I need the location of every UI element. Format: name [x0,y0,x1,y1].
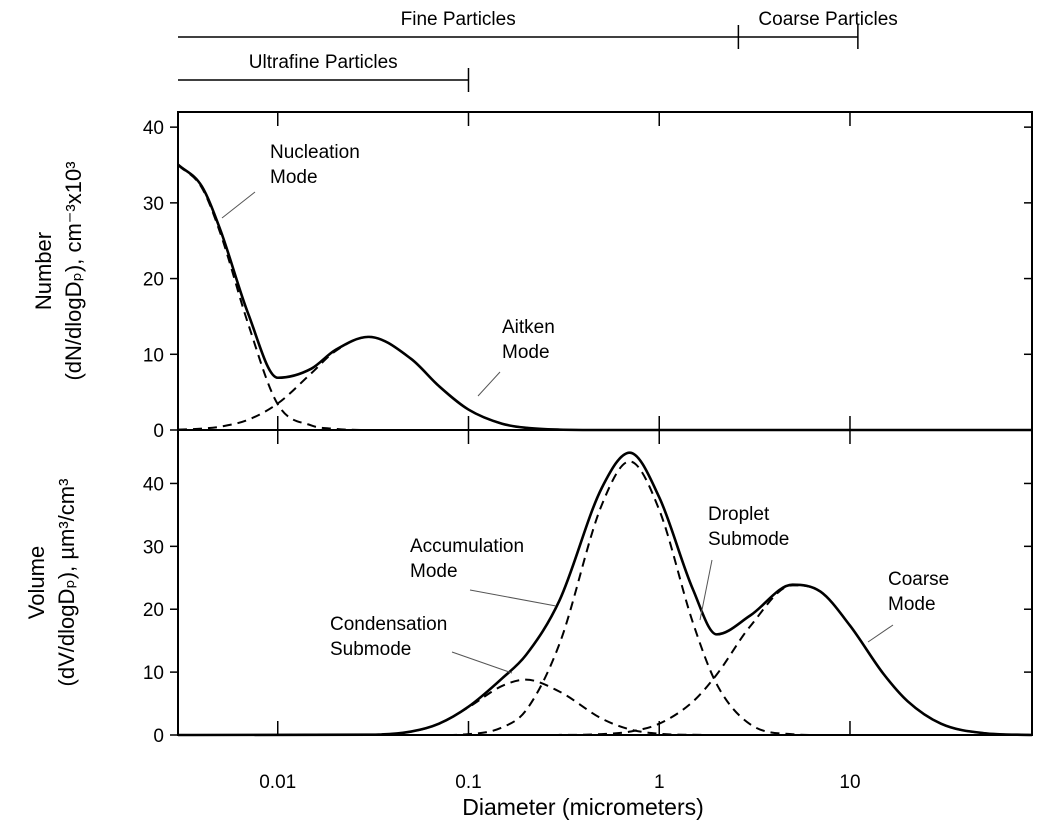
y-tick-label: 0 [153,726,164,747]
plot-frame [177,429,1033,736]
x-tick-label: 0.01 [259,772,296,793]
annotation: Coarse [888,569,949,590]
x-axis-label: Diameter (micrometers) [462,794,704,820]
y-tick-label: 40 [143,118,164,139]
x-tick-label: 10 [839,772,860,793]
annotation: Accumulation [410,536,524,557]
annotation-leader [451,651,513,674]
annotation-leader [699,559,713,621]
annotation-leader [221,191,256,219]
mode-curve [177,678,1032,736]
y-tick-label: 20 [143,600,164,621]
mode-curve [177,335,1032,432]
y-tick-label: 10 [143,663,164,684]
y-tick-label: 30 [143,537,164,558]
y-tick-label: 20 [143,270,164,291]
total-curve [177,163,1032,432]
annotation: Submode [708,529,789,550]
annotation-leader [477,371,501,397]
mode-curve [177,164,1032,432]
y-axis-label: (dV/dlogDₚ), µm³/cm³ [54,479,79,687]
annotation: Submode [330,639,411,660]
x-tick-label: 0.1 [455,772,481,793]
annotation: Nucleation [270,142,360,163]
size-range-label: Coarse Particles [758,9,897,30]
annotation: Droplet [708,504,770,525]
y-tick-label: 10 [143,345,164,366]
y-axis-label: (dN/dlogDₚ), cm⁻³x10³ [61,161,86,380]
size-range-label: Fine Particles [401,9,516,30]
annotation: Mode [410,561,458,582]
y-tick-label: 40 [143,474,164,495]
y-axis-label: Number [31,232,56,310]
y-axis-label: Volume [24,546,49,619]
annotation-leader [867,624,894,643]
annotation: Mode [270,167,318,188]
annotation: Aitken [502,317,555,338]
annotation: Mode [888,594,936,615]
annotation: Condensation [330,614,447,635]
y-tick-label: 0 [153,421,164,442]
mode-curve [178,584,1033,737]
annotation: Mode [502,342,550,363]
y-tick-label: 30 [143,194,164,215]
size-range-label: Ultrafine Particles [249,52,398,73]
x-tick-label: 1 [654,772,665,793]
annotation-leader [469,589,557,607]
